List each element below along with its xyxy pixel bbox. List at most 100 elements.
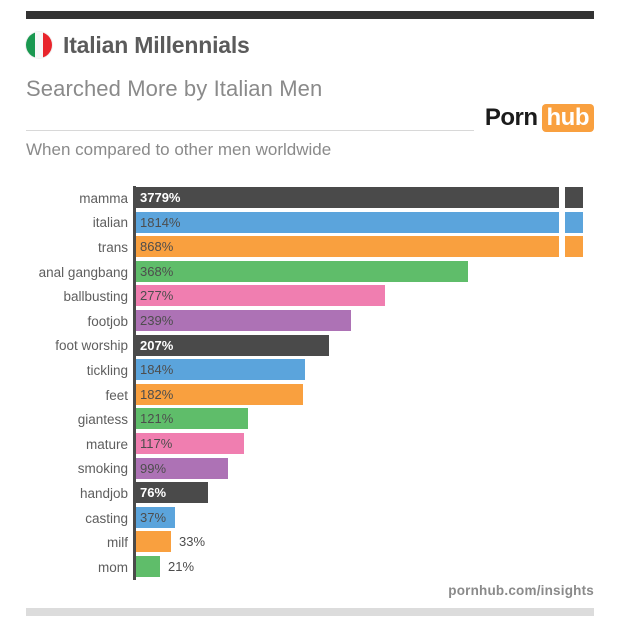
bar-value-label: 76% [140, 485, 167, 501]
chart-rows: mamma 3779% italian 1814% trans 868% anal gang… [0, 186, 620, 580]
bar-group: 76% [136, 482, 208, 504]
category-label: smoking [77, 461, 128, 477]
bar: 184% [136, 359, 305, 381]
bar-value-label: 117% [140, 435, 173, 451]
bar-group: 239% [136, 309, 351, 331]
page-subtitle: Searched More by Italian Men [26, 76, 323, 101]
axis-break-gap [559, 211, 565, 233]
bar [136, 555, 160, 577]
chart-row: giantess 121% [0, 407, 620, 432]
category-label: giantess [77, 412, 128, 428]
category-label: anal gangbang [38, 264, 128, 280]
category-label: mom [98, 559, 128, 575]
chart-row: ballbusting 277% [0, 284, 620, 309]
bar [136, 531, 171, 553]
bar-value-label: 239% [140, 312, 174, 328]
category-label: handjob [79, 485, 128, 501]
bar: 3779% [136, 187, 559, 208]
category-label: tickling [86, 362, 128, 378]
bar: 368% [136, 260, 468, 282]
page-title: Italian Millennials [63, 31, 250, 58]
bar-group: 368% [136, 260, 468, 282]
bar-value-label: 868% [140, 239, 174, 255]
category-label: feet [105, 387, 128, 403]
bar: 1814% [136, 211, 559, 233]
bar-value-label: 207% [140, 337, 174, 353]
chart-row: trans 868% [0, 235, 620, 260]
header-divider [26, 130, 474, 131]
bar-stub-segment [565, 211, 583, 233]
bar-stub-segment [565, 187, 583, 208]
bottom-divider-rule [26, 608, 594, 616]
bar-value-label: 1814% [140, 214, 181, 230]
bar: 868% [136, 236, 559, 258]
bar-group: 117% [136, 432, 244, 454]
chart-row: footjob 239% [0, 309, 620, 334]
footer-url: pornhub.com/insights [448, 583, 594, 598]
chart-row: tickling 184% [0, 358, 620, 383]
bar: 99% [136, 457, 228, 479]
category-label: casting [85, 510, 128, 526]
bar-value-label: 21% [168, 558, 195, 574]
logo-text-porn: Porn [484, 104, 538, 131]
bar-group: 277% [136, 285, 385, 307]
bar: 207% [136, 334, 329, 356]
chart-row: mamma 3779% [0, 186, 620, 211]
chart-row: mature 117% [0, 432, 620, 457]
bar: 37% [136, 506, 175, 528]
bar-value-label: 184% [140, 362, 174, 378]
bar-group: 184% [136, 359, 305, 381]
bar: 76% [136, 482, 208, 504]
logo-text-hub: hub [541, 104, 594, 132]
chart-row: handjob 76% [0, 481, 620, 506]
chart-row: anal gangbang 368% [0, 260, 620, 285]
bar-group: 21% [136, 555, 195, 577]
axis-break-gap [559, 236, 565, 258]
chart-row: casting 37% [0, 506, 620, 531]
bar: 277% [136, 285, 385, 307]
chart-row: feet 182% [0, 383, 620, 408]
bar-group: 37% [136, 506, 175, 528]
bar-group: 868% [136, 236, 583, 258]
category-label: trans [97, 239, 128, 255]
chart-row: smoking 99% [0, 457, 620, 482]
category-label: foot worship [55, 338, 128, 354]
category-label: footjob [87, 313, 128, 329]
bar-value-label: 33% [179, 534, 206, 550]
italy-flag-icon [26, 32, 52, 58]
bar-group: 182% [136, 383, 303, 405]
pornhub-logo: Porn hub [485, 104, 594, 132]
title-row: Italian Millennials [26, 28, 594, 62]
bar: 121% [136, 408, 248, 430]
bar-chart: mamma 3779% italian 1814% trans 868% anal gang… [0, 186, 620, 582]
bar-value-label: 368% [140, 263, 174, 279]
category-label: mamma [79, 190, 128, 206]
bar-group: 207% [136, 334, 329, 356]
bar-group: 99% [136, 457, 228, 479]
chart-row: foot worship 207% [0, 334, 620, 359]
category-label: mature [85, 436, 128, 452]
chart-row: italian 1814% [0, 211, 620, 236]
bar-value-label: 121% [140, 411, 174, 427]
top-divider-rule [26, 11, 594, 19]
axis-break-gap [559, 187, 565, 208]
header: Italian Millennials Searched More by Ita… [26, 28, 594, 102]
bar-group: 1814% [136, 211, 583, 233]
header-caption: When compared to other men worldwide [26, 140, 332, 159]
bar-value-label: 277% [140, 288, 174, 304]
bar-value-label: 37% [140, 509, 167, 525]
category-label: milf [107, 535, 128, 551]
bar-group: 3779% [136, 187, 583, 208]
bar-stub-segment [565, 236, 583, 258]
category-label: italian [92, 215, 128, 231]
category-label: ballbusting [63, 289, 128, 305]
chart-row: milf 33% [0, 530, 620, 555]
bar-value-label: 182% [140, 386, 174, 402]
bar-value-label: 99% [140, 460, 167, 476]
chart-row: mom 21% [0, 555, 620, 580]
bar-group: 121% [136, 408, 248, 430]
bar: 117% [136, 432, 244, 454]
bar-value-label: 3779% [140, 190, 181, 205]
bar-group: 33% [136, 531, 206, 553]
bar: 182% [136, 383, 303, 405]
